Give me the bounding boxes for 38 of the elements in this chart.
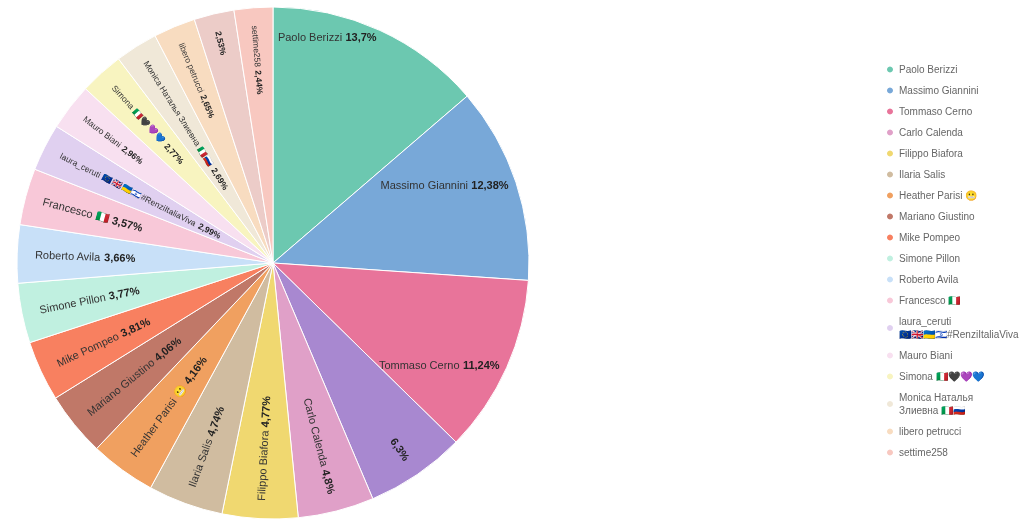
legend-label: libero petrucci (899, 426, 962, 437)
legend-label: Carlo Calenda (899, 127, 964, 138)
data-label: 2,65% (198, 93, 217, 120)
slice-label: Carlo Calenda (301, 396, 331, 469)
slice-label: Ilaria Salis (185, 436, 215, 489)
data-label: 11,24% (462, 358, 500, 371)
data-label: 3,66% (103, 251, 136, 265)
legend-label: settime258 (899, 447, 949, 458)
legend-label: Heather Parisi 😬 (899, 190, 978, 201)
slice-label: Tommaso Cerno (378, 358, 460, 371)
data-label: 2,44% (253, 70, 266, 96)
data-label: 12,38% (471, 178, 509, 191)
data-label: 13,7% (345, 31, 377, 44)
slice-label: Simone Pillon (38, 290, 107, 316)
legend-label: Mike Pompeo (899, 232, 961, 243)
data-label: 4,74% (204, 404, 227, 438)
legend-label: Francesco 🇮🇹 (899, 295, 962, 306)
slice-label: Massimo Giannini (380, 178, 468, 191)
data-label: 4,8% (319, 467, 338, 496)
legend-label: Ilaria Salis (899, 169, 946, 180)
legend-label: laura_ceruti 🇪🇺🇬🇧🇺🇦🇮🇱#RenziItaliaViva (899, 316, 1019, 340)
data-label: 3,77% (107, 283, 141, 302)
legend-label: Paolo Berizzi (899, 64, 958, 75)
slice-label: Roberto Avila (34, 248, 102, 263)
data-label: 2,53% (213, 30, 229, 57)
data-label: 4,77% (258, 395, 273, 428)
legend-label: Monica Наталья Злиевна 🇮🇹🇷🇺 (899, 392, 974, 416)
legend-label: Tommaso Cerno (899, 106, 973, 117)
slice-label: Paolo Berizzi (277, 31, 343, 44)
legend-label: Mauro Biani (899, 350, 953, 361)
legend-label: Massimo Giannini (899, 85, 979, 96)
legend-label: Filippo Biafora (899, 148, 964, 159)
legend-label: Simona 🇮🇹🖤💜💙 (899, 371, 985, 382)
slice-label: Filippo Biafora (254, 429, 271, 502)
slice-label: settime258 (249, 25, 263, 68)
legend-label: Roberto Avila (899, 274, 959, 285)
legend-label: Mariano Giustino (899, 211, 976, 222)
legend-label: Simone Pillon (899, 253, 961, 264)
